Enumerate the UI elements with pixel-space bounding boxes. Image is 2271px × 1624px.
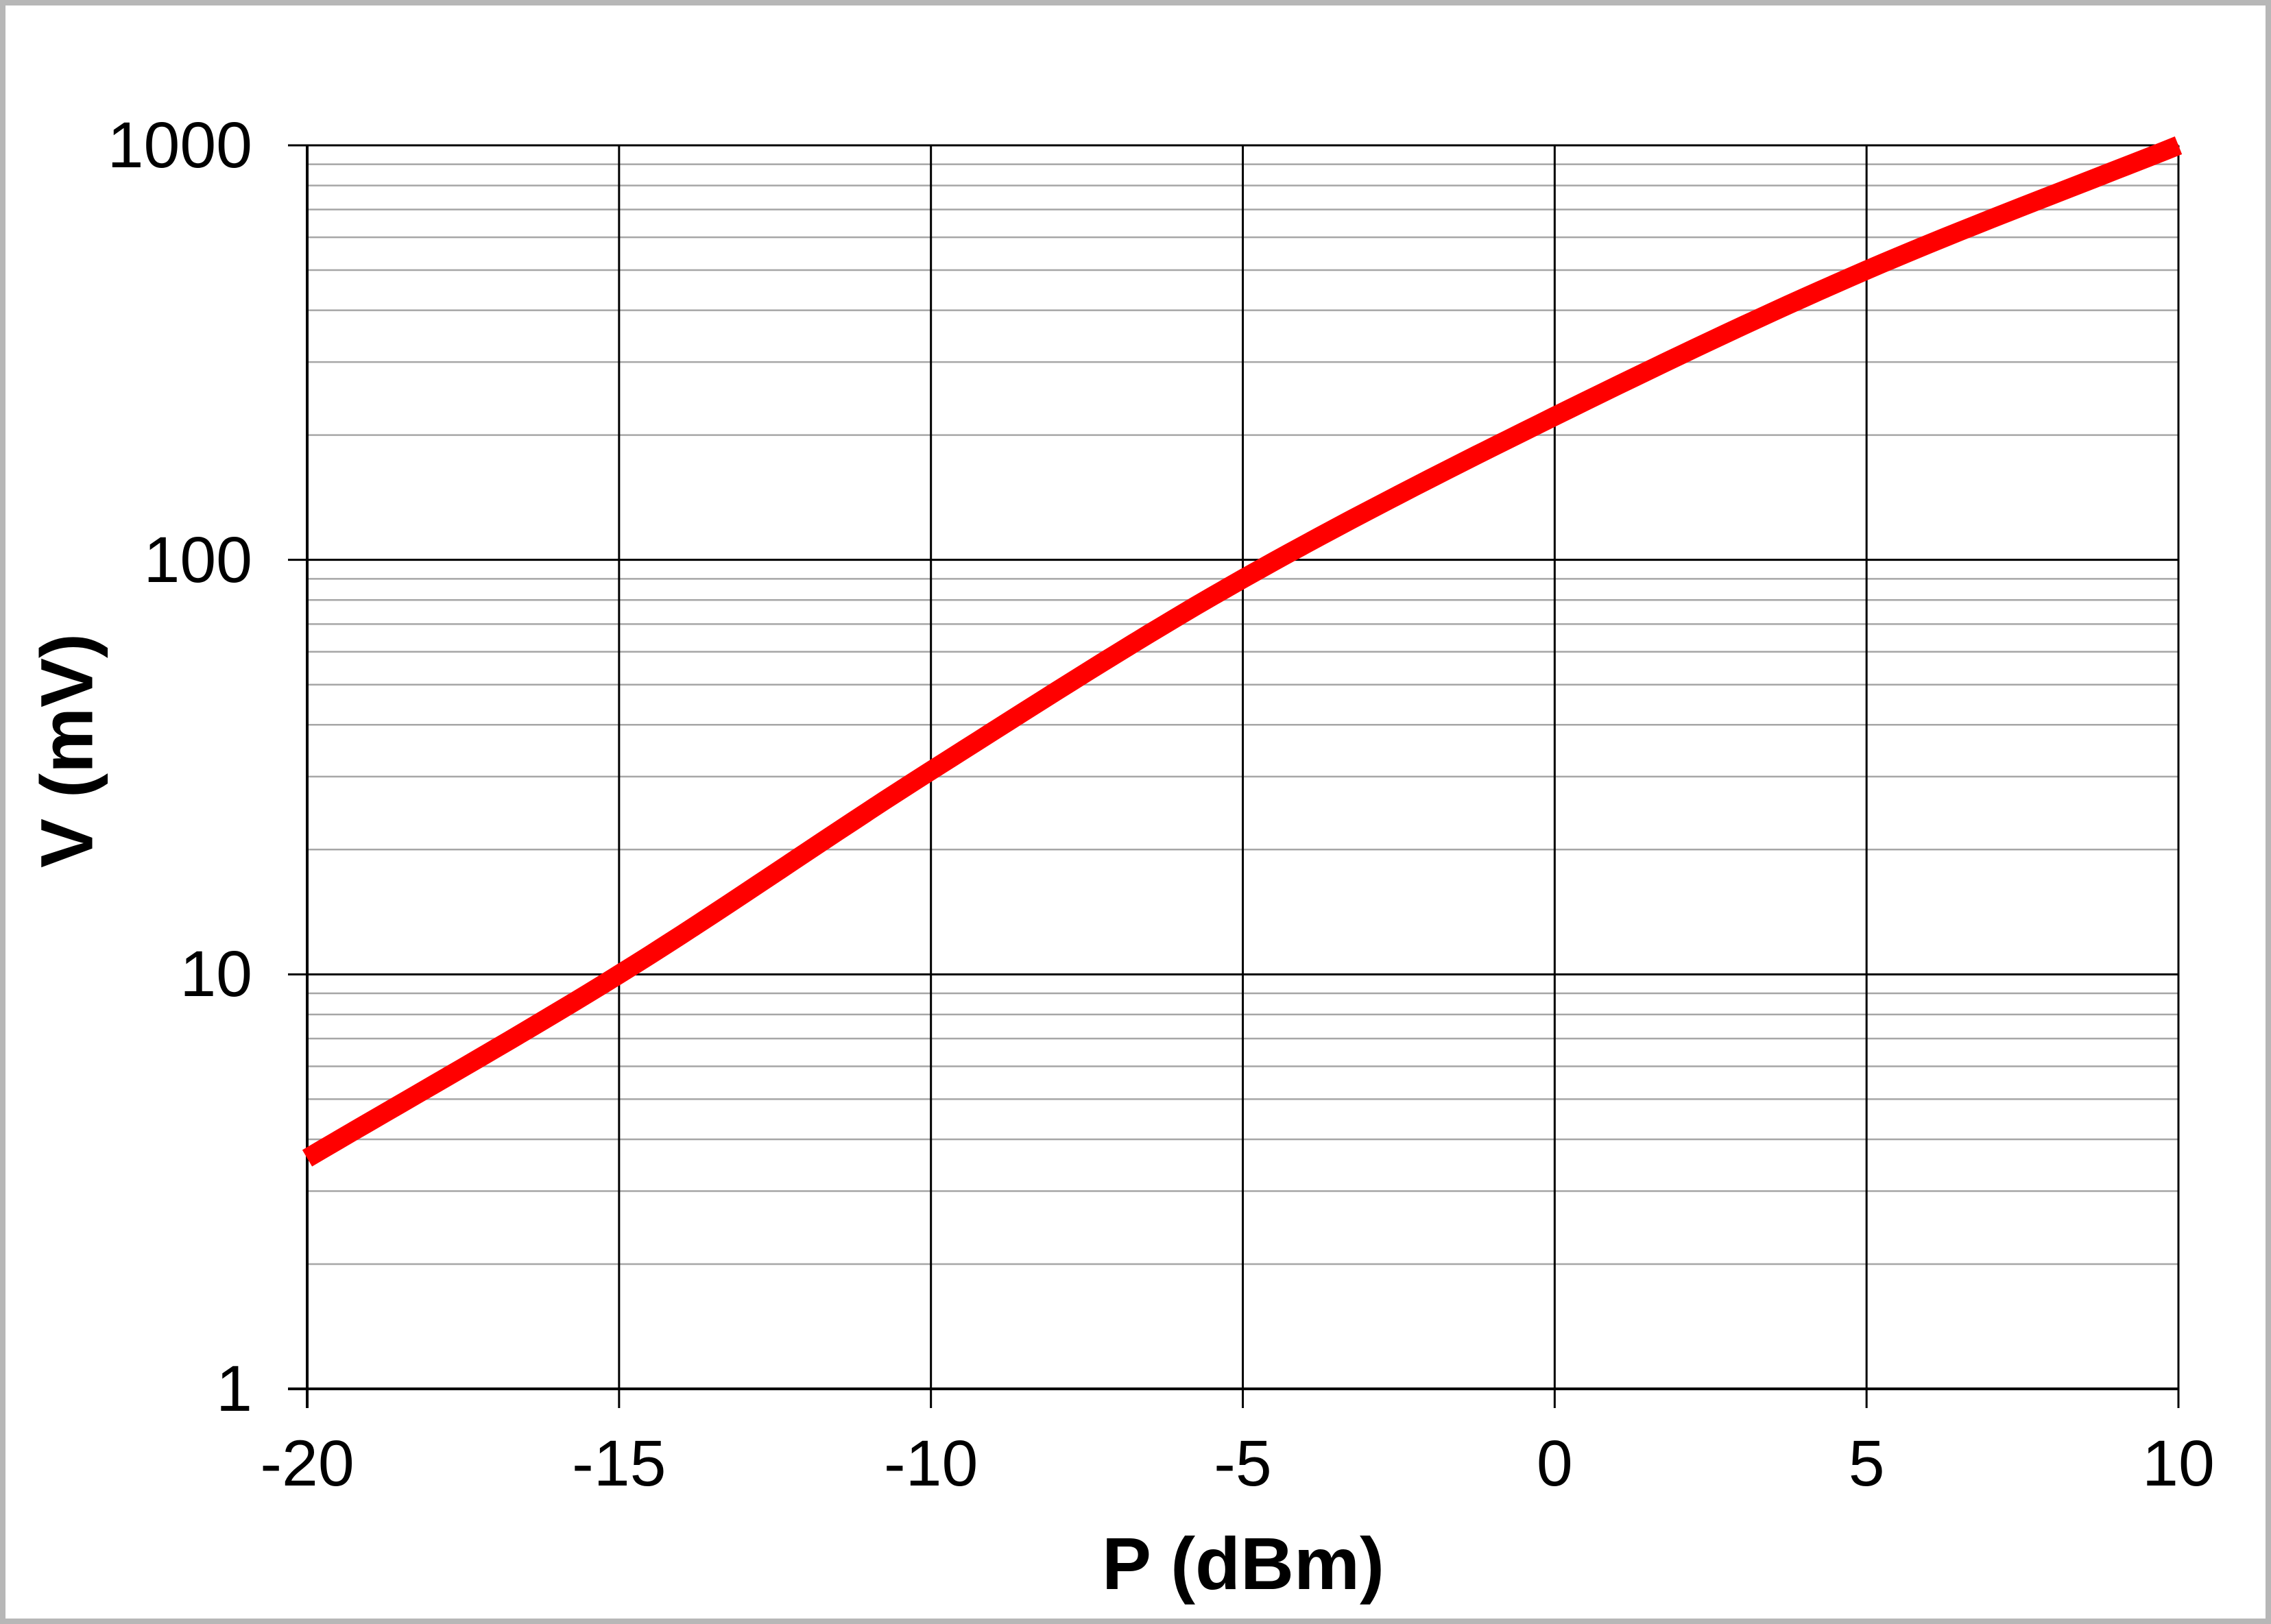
x-tick-label-0: 0 [1536,1427,1573,1500]
y-tick-label-100: 100 [143,523,252,596]
x-tick-label-neg10: -10 [884,1427,978,1500]
series-line-v-vs-p [302,136,2183,1167]
x-tick-label-5: 5 [1848,1427,1885,1500]
y-tick-label-1: 1 [216,1353,252,1425]
y-tick-label-10: 10 [180,938,252,1011]
x-tick-label-neg20: -20 [260,1427,355,1500]
x-axis-title: P (dBm) [1101,1522,1384,1605]
x-tick-label-neg15: -15 [572,1427,666,1500]
x-tick-label-neg5: -5 [1214,1427,1272,1500]
y-axis-title: V (mV) [25,633,108,869]
x-tick-label-10: 10 [2142,1427,2215,1500]
y-tick-label-1000: 1000 [107,109,252,182]
